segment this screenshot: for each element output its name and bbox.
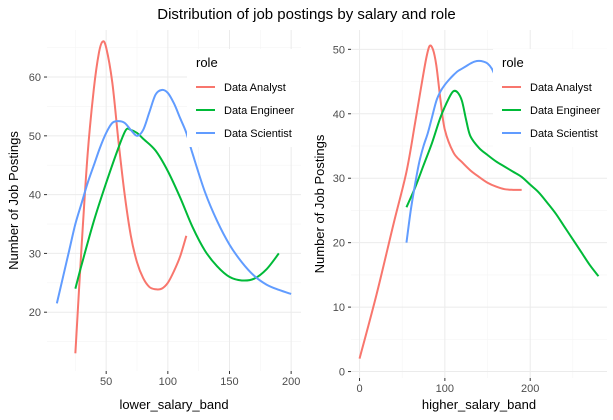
y-tick-label: 40	[29, 190, 41, 202]
y-axis-title: Number of Job Postings	[312, 134, 327, 273]
y-tick-label: 10	[333, 302, 345, 314]
legend-background	[187, 49, 305, 147]
series-line-data-scientist	[55, 88, 292, 304]
y-tick-label: 50	[333, 44, 345, 56]
x-tick-label: 100	[436, 383, 454, 395]
chart-title: Distribution of job postings by salary a…	[157, 6, 456, 23]
series-line-data-analyst	[358, 44, 522, 359]
legend-label-data-engineer: Data Engineer	[530, 105, 601, 117]
x-axis-title: higher_salary_band	[422, 397, 536, 412]
series-line-data-engineer	[405, 89, 600, 277]
legend-label-data-analyst: Data Analyst	[224, 82, 286, 94]
x-tick-label: 100	[159, 376, 177, 388]
panels: 50 100 150 2002030405060lower_salary_bandNu…	[6, 30, 611, 412]
y-tick-label: 30	[333, 173, 345, 185]
legend-label-data-scientist: Data Scientist	[530, 128, 598, 140]
y-tick-label: 0	[339, 367, 345, 379]
legend-label-data-analyst: Data Analyst	[530, 82, 592, 94]
x-tick-label: 50	[100, 376, 112, 388]
y-tick-label: 60	[29, 72, 41, 84]
x-tick-label: 150	[220, 376, 238, 388]
panel-2: 0 100 200 0 10 20 30 40 50 higher_salary_band Numb…	[312, 30, 611, 412]
legend-title: role	[502, 55, 524, 70]
y-tick-label: 30	[29, 248, 41, 260]
x-axis-title: lower_salary_band	[119, 397, 228, 412]
y-tick-label: 40	[333, 109, 345, 121]
series-line-data-engineer	[74, 127, 280, 289]
legend-background	[493, 49, 611, 147]
y-axis-title: Number of Job Postings	[6, 131, 21, 270]
series-line-data-scientist	[405, 59, 497, 243]
legend: role Data Analyst Data Engineer Data Scient…	[187, 49, 305, 147]
legend: role Data Analyst Data Engineer Data Scient…	[493, 49, 611, 147]
series-line-data-analyst	[74, 40, 188, 354]
legend-title: role	[196, 55, 218, 70]
panel-1: 50 100 150 200 20 30 40 50 60 lower_salary_band Nu…	[6, 30, 305, 412]
x-tick-label: 200	[282, 376, 300, 388]
legend-label-data-scientist: Data Scientist	[224, 128, 292, 140]
legend-label-data-engineer: Data Engineer	[224, 105, 295, 117]
x-tick-label: 200	[521, 383, 539, 395]
x-tick-label: 0	[356, 383, 362, 395]
y-tick-label: 20	[333, 238, 345, 250]
y-tick-label: 20	[29, 307, 41, 319]
y-tick-label: 50	[29, 131, 41, 143]
